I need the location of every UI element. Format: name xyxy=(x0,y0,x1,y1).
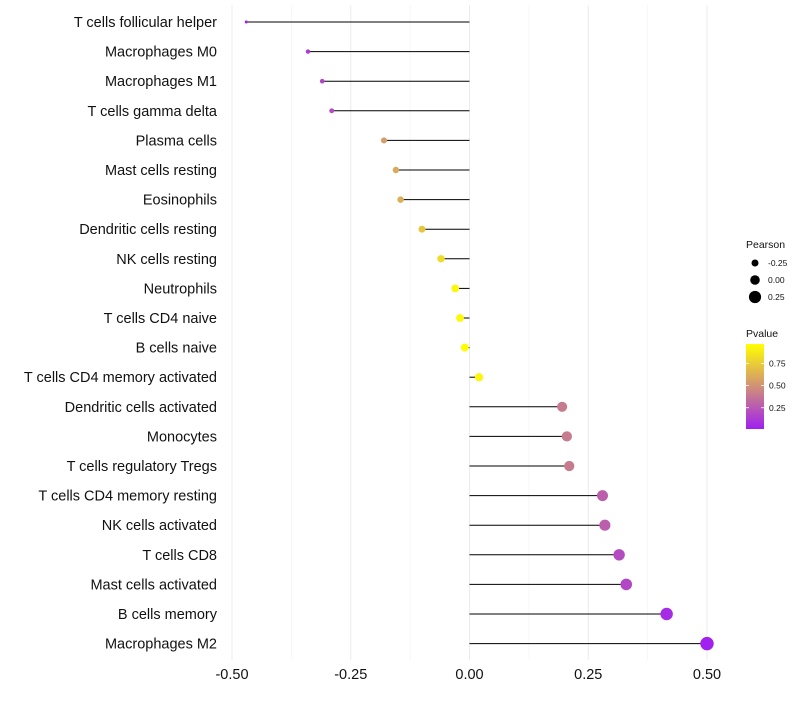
color-legend-label: 0.50 xyxy=(769,381,786,391)
category-label: Macrophages M0 xyxy=(105,45,217,61)
category-label: Neutrophils xyxy=(144,281,217,297)
x-axis-tick-labels: -0.50 -0.25 0.00 0.25 0.50 xyxy=(215,667,721,683)
category-label: T cells follicular helper xyxy=(74,15,217,31)
size-legend-label: 0.25 xyxy=(768,292,785,302)
category-label: Eosinophils xyxy=(143,193,217,209)
category-label: Mast cells resting xyxy=(105,163,217,179)
lollipop-point xyxy=(561,431,572,442)
lollipop-point xyxy=(596,490,609,502)
lollipop-point xyxy=(700,636,714,651)
category-label: T cells CD8 xyxy=(142,548,217,564)
category-label: B cells memory xyxy=(118,607,218,623)
x-tick-label: 0.00 xyxy=(455,667,483,683)
category-label: T cells gamma delta xyxy=(88,104,218,120)
lollipop-stems xyxy=(246,21,707,645)
category-label: Dendritic cells activated xyxy=(65,400,217,416)
color-legend-bar xyxy=(746,344,764,429)
category-label: Dendritic cells resting xyxy=(79,222,217,238)
x-tick-label: 0.50 xyxy=(693,667,721,683)
category-label: T cells CD4 memory activated xyxy=(24,370,217,386)
lollipop-point xyxy=(319,78,325,84)
category-labels: T cells follicular helper Macrophages M0 M… xyxy=(24,15,218,653)
lollipop-point xyxy=(380,137,388,144)
category-label: Macrophages M1 xyxy=(105,74,217,90)
category-label: T cells regulatory Tregs xyxy=(67,459,217,475)
lollipop-point xyxy=(244,20,248,24)
category-label: B cells naive xyxy=(136,341,217,357)
lollipop-points xyxy=(244,20,714,651)
lollipop-point xyxy=(620,578,633,591)
category-label: Mast cells activated xyxy=(90,577,217,593)
size-legend-label: 0.00 xyxy=(768,275,785,285)
lollipop-point xyxy=(456,314,464,322)
lollipop-point xyxy=(392,166,400,174)
pearson-size-legend: Pearson -0.25 0.00 0.25 xyxy=(746,239,788,304)
lollipop-point xyxy=(564,460,575,472)
size-legend-label: -0.25 xyxy=(768,258,788,268)
size-legend-title: Pearson xyxy=(746,239,785,251)
category-label: T cells CD4 naive xyxy=(104,311,217,327)
category-label: Monocytes xyxy=(147,429,217,445)
lollipop-point xyxy=(660,607,673,621)
lollipop-point xyxy=(460,343,469,352)
x-tick-label: 0.25 xyxy=(574,667,602,683)
size-legend-key xyxy=(750,275,760,285)
x-tick-label: -0.50 xyxy=(215,667,248,683)
color-legend-label: 0.25 xyxy=(769,403,786,413)
lollipop-point xyxy=(418,225,426,233)
lollipop-point xyxy=(557,401,568,412)
color-legend-title: Pvalue xyxy=(746,328,778,340)
lollipop-point xyxy=(599,519,611,531)
color-legend-label: 0.75 xyxy=(769,358,786,368)
lollipop-point xyxy=(397,196,404,203)
lollipop-point xyxy=(437,255,445,263)
size-legend-key xyxy=(748,290,762,304)
category-label: Plasma cells xyxy=(136,133,217,149)
grid-lines xyxy=(231,5,708,660)
lollipop-point xyxy=(451,284,460,293)
category-label: Macrophages M2 xyxy=(105,637,217,653)
x-tick-label: -0.25 xyxy=(334,667,367,683)
category-label: NK cells activated xyxy=(102,518,217,534)
lollipop-point xyxy=(613,549,625,561)
size-legend-key xyxy=(751,259,759,267)
pvalue-color-legend: Pvalue 0.75 0.50 0.25 xyxy=(746,328,786,429)
category-label: NK cells resting xyxy=(116,252,217,268)
lollipop-point xyxy=(305,49,311,54)
lollipop-point xyxy=(329,108,335,114)
lollipop-point xyxy=(474,373,484,382)
category-label: T cells CD4 memory resting xyxy=(38,489,217,505)
